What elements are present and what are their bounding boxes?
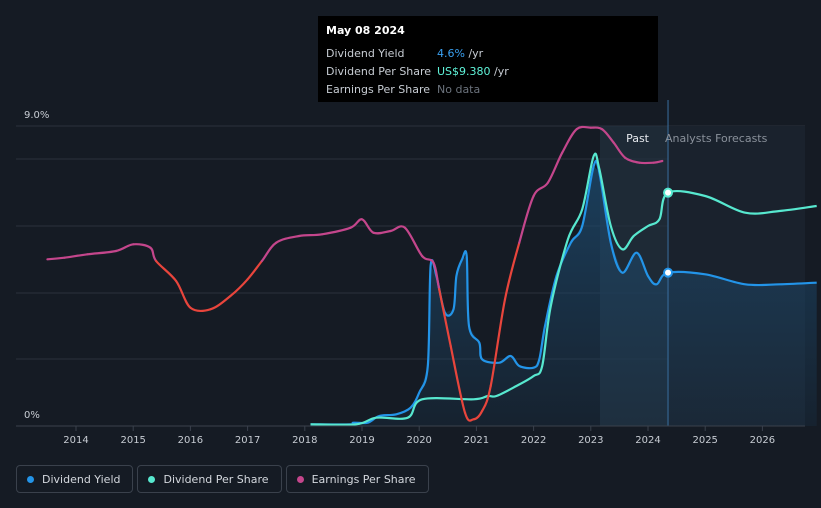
series-segment-earnings-per-share <box>229 278 249 298</box>
tooltip-row-dividend-yield: Dividend Yield 4.6% /yr <box>326 44 650 62</box>
series-segment-earnings-per-share <box>132 243 152 249</box>
series-segment-earnings-per-share <box>575 125 592 131</box>
series-segment-earnings-per-share <box>472 409 484 421</box>
x-tick-label: 2018 <box>292 435 317 446</box>
tooltip-value: US$9.380 <box>437 64 491 78</box>
legend-item-dividend-yield[interactable]: Dividend Yield <box>16 465 134 493</box>
series-segment-earnings-per-share <box>360 218 375 234</box>
series-segment-earnings-per-share <box>561 128 578 154</box>
x-tick-label: 2014 <box>63 435 88 446</box>
hover-tooltip: May 08 2024 Dividend Yield 4.6% /yr Divi… <box>318 16 658 102</box>
legend-label: Earnings Per Share <box>311 472 416 486</box>
x-tick-label: 2025 <box>692 435 717 446</box>
x-axis: 2014 2015 2016 2017 2018 2019 2020 2021 2022 2023… <box>16 425 805 446</box>
series-segment-earnings-per-share <box>260 241 278 263</box>
tooltip-row-dividend-per-share: Dividend Per Share US$9.380 /yr <box>326 62 650 80</box>
series-segment-earnings-per-share <box>246 259 263 281</box>
series-segment-earnings-per-share <box>46 256 66 261</box>
series-segment-earnings-per-share <box>421 254 435 264</box>
series-segment-earnings-per-share <box>298 233 324 238</box>
series-segment-earnings-per-share <box>589 126 604 131</box>
series-segment-earnings-per-share <box>209 294 232 311</box>
series-segment-earnings-per-share <box>503 241 521 301</box>
series-segment-earnings-per-share <box>612 141 627 159</box>
x-tick-label: 2020 <box>406 435 431 446</box>
series-segment-earnings-per-share <box>481 384 492 413</box>
y-tick-label-top: 9.0% <box>24 110 49 121</box>
series-segment-earnings-per-share <box>624 156 641 164</box>
tooltip-row-earnings-per-share: Earnings Per Share No data <box>326 80 650 98</box>
x-tick-label: 2019 <box>349 435 374 446</box>
series-segment-earnings-per-share <box>389 225 406 233</box>
series-segment-earnings-per-share <box>175 279 192 309</box>
series-segment-earnings-per-share <box>518 194 535 244</box>
tooltip-label: Dividend Yield <box>326 46 405 60</box>
tooltip-value: No data <box>437 82 481 96</box>
tooltip-date: May 08 2024 <box>326 24 405 37</box>
tooltip-unit: /yr <box>490 64 509 78</box>
legend-item-earnings-per-share[interactable]: Earnings Per Share <box>285 465 429 493</box>
x-tick-label: 2022 <box>521 435 546 446</box>
series-segment-earnings-per-share <box>432 261 441 291</box>
x-tick-label: 2015 <box>120 435 145 446</box>
tooltip-label: Dividend Per Share <box>326 64 432 78</box>
tooltip-value: 4.6% <box>437 46 465 60</box>
y-tick-label-bottom: 0% <box>24 410 40 421</box>
series-segment-earnings-per-share <box>63 253 89 259</box>
series-segment-earnings-per-share <box>438 288 452 348</box>
legend-dot-icon <box>27 475 34 483</box>
x-tick-label: 2023 <box>578 435 603 446</box>
series-marker <box>663 267 674 278</box>
legend-dot-icon <box>296 475 304 483</box>
x-tick-label: 2026 <box>750 435 775 446</box>
series-segment-earnings-per-share <box>449 344 467 414</box>
legend-dot-icon <box>148 475 156 483</box>
series-markers <box>663 187 674 278</box>
series-line-dividend-yield <box>310 159 817 426</box>
series-segment-earnings-per-share <box>601 128 615 144</box>
tooltip-label: Earnings Per Share <box>326 82 431 96</box>
x-tick-label: 2017 <box>235 435 260 446</box>
series-segment-earnings-per-share <box>189 306 212 313</box>
series-segment-earnings-per-share <box>149 246 158 263</box>
series-segment-earnings-per-share <box>403 226 424 258</box>
series-segment-earnings-per-share <box>86 249 118 256</box>
legend-item-dividend-per-share[interactable]: Dividend Per Share <box>137 465 282 493</box>
series-segment-earnings-per-share <box>532 181 549 198</box>
legend-label: Dividend Per Share <box>163 472 269 486</box>
series-segment-earnings-per-share <box>652 159 664 164</box>
series-segment-earnings-per-share <box>320 226 352 236</box>
analysts-forecasts-label: Analysts Forecasts <box>665 132 768 145</box>
x-tick-label: 2016 <box>178 435 203 446</box>
series-marker <box>663 187 674 198</box>
past-area-shading <box>310 100 817 426</box>
series-segment-earnings-per-share <box>372 229 392 235</box>
series-segment-earnings-per-share <box>275 234 301 244</box>
series-segment-earnings-per-share <box>546 151 564 184</box>
series-segment-earnings-per-share <box>155 259 178 283</box>
legend: Dividend Yield Dividend Per Share Earnin… <box>16 465 429 493</box>
x-tick-label: 2024 <box>635 435 660 446</box>
past-label: Past <box>626 132 650 145</box>
series-segment-earnings-per-share <box>489 298 507 388</box>
tooltip-unit: /yr <box>464 46 484 60</box>
series-segment-earnings-per-share <box>114 243 135 253</box>
legend-label: Dividend Yield <box>42 472 121 486</box>
dividend-yield-area <box>310 166 817 426</box>
x-tick-label: 2021 <box>464 435 489 446</box>
